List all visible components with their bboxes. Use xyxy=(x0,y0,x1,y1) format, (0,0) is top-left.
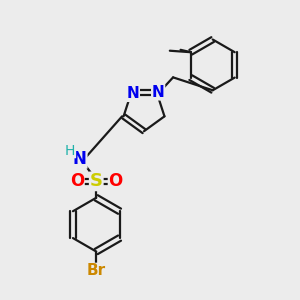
Text: S: S xyxy=(90,172,103,190)
Text: N: N xyxy=(152,85,164,100)
Text: N: N xyxy=(73,150,87,168)
Text: H: H xyxy=(65,144,76,158)
Text: O: O xyxy=(109,172,123,190)
Text: Br: Br xyxy=(87,263,106,278)
Text: N: N xyxy=(127,86,139,101)
Text: O: O xyxy=(70,172,84,190)
